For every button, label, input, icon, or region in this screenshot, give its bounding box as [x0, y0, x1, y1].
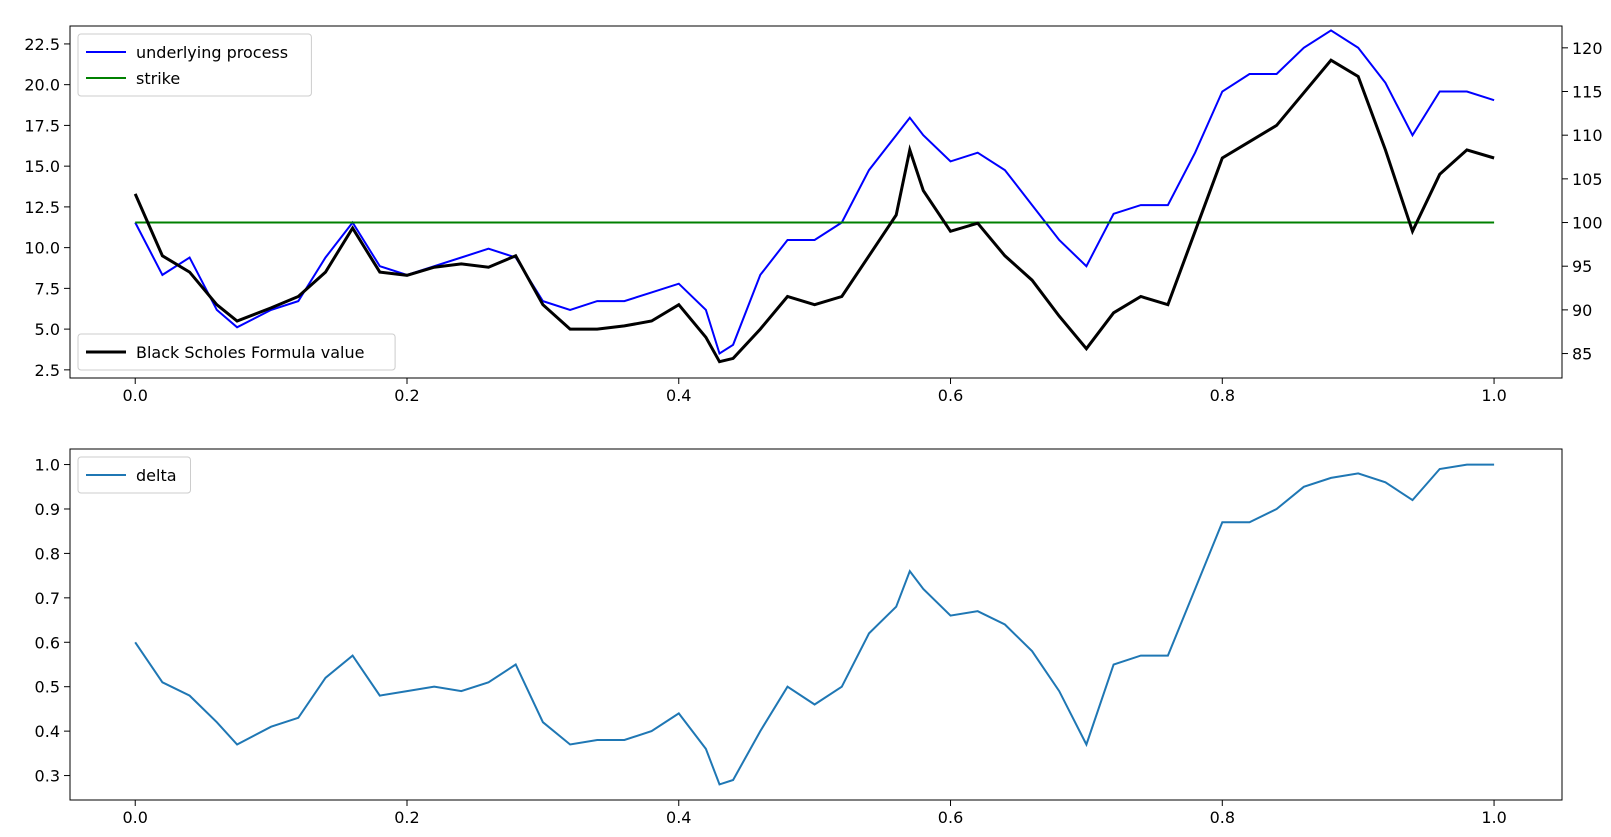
plot-frame	[69, 448, 1563, 801]
top-plot: 0.0 0.2 0.4 0.6 0.8 1.0 2.5 5.0 7.5 10.0 12.5 15.0 1…	[24, 25, 1603, 405]
y-tick-label: 0.6	[35, 633, 60, 652]
x-tick-label: 0.8	[1210, 386, 1235, 405]
y-left-tick-label: 5.0	[35, 320, 60, 339]
y-right-tick-label: 105	[1572, 170, 1603, 189]
y-left-tick-label: 17.5	[24, 116, 60, 135]
y-right-tick-label: 100	[1572, 214, 1603, 233]
legend-label: delta	[136, 466, 177, 485]
x-tick-label: 0.4	[666, 808, 691, 827]
x-tick-label: 0.2	[394, 808, 419, 827]
legend-box	[77, 33, 312, 97]
x-tick-label: 0.0	[122, 386, 147, 405]
plot-frame	[69, 25, 1563, 379]
y-tick-label: 0.9	[35, 500, 60, 519]
series-delta	[134, 463, 1495, 786]
x-tick-label: 1.0	[1481, 808, 1506, 827]
x-tick-label: 0.4	[666, 386, 691, 405]
series-black-scholes-value	[133, 58, 1495, 364]
legend-box	[77, 456, 191, 494]
x-tick-label: 0.6	[938, 808, 963, 827]
x-tick-label: 0.8	[1210, 808, 1235, 827]
y-left-tick-label: 22.5	[24, 35, 60, 54]
x-tick-label: 0.6	[938, 386, 963, 405]
legend-label: underlying process	[136, 43, 288, 62]
bottom-plot: 0.0 0.2 0.4 0.6 0.8 1.0 0.3 0.4 0.5 0.6 0.7 0.8 0.9 1…	[35, 448, 1563, 827]
y-tick-label: 0.3	[35, 767, 60, 786]
y-right-tick-label: 85	[1572, 345, 1592, 364]
plot-area	[70, 449, 1562, 800]
x-tick-label: 0.2	[394, 386, 419, 405]
y-right-tick-label: 120	[1572, 39, 1603, 58]
y-left-tick-label: 20.0	[24, 76, 60, 95]
y-right-tick-label: 110	[1572, 126, 1603, 145]
x-tick-label: 1.0	[1481, 386, 1506, 405]
y-right-tick-label: 115	[1572, 83, 1603, 102]
x-tick-label: 0.0	[122, 808, 147, 827]
legend-box	[77, 333, 396, 371]
legend-label: strike	[136, 69, 180, 88]
legend-label: Black Scholes Formula value	[136, 343, 364, 362]
y-right-tick-label: 95	[1572, 257, 1592, 276]
y-tick-label: 0.8	[35, 544, 60, 563]
y-tick-label: 0.4	[35, 722, 60, 741]
plot-area	[70, 26, 1562, 378]
y-tick-label: 1.0	[35, 456, 60, 475]
y-right-tick-label: 90	[1572, 301, 1592, 320]
y-left-tick-label: 12.5	[24, 198, 60, 217]
y-left-tick-label: 2.5	[35, 361, 60, 380]
y-tick-label: 0.7	[35, 589, 60, 608]
y-left-tick-label: 7.5	[35, 279, 60, 298]
y-left-tick-label: 15.0	[24, 157, 60, 176]
series-underlying-process	[134, 29, 1495, 356]
y-tick-label: 0.5	[35, 678, 60, 697]
y-left-tick-label: 10.0	[24, 239, 60, 258]
